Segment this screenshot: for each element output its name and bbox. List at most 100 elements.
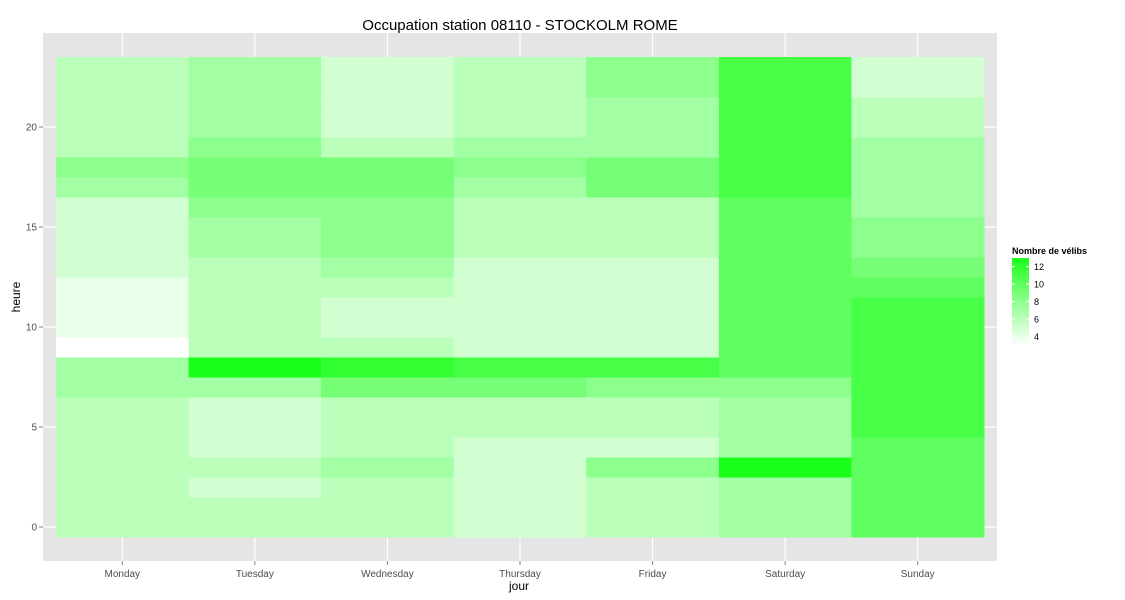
x-tick-label: Saturday [765,569,805,580]
heatmap-cell [851,357,985,378]
heatmap-cell [586,517,720,538]
heatmap-cell [56,117,190,138]
heatmap-cell [718,97,852,118]
heatmap-cell [586,57,720,78]
heatmap-cell [188,97,322,118]
heatmap-cell [56,177,190,198]
heatmap-cell [851,197,985,218]
heatmap-cell [321,237,455,258]
legend-ticks: 12 10 8 6 4 [1012,262,1044,342]
heatmap-cell [321,257,455,278]
heatmap-cell [321,397,455,418]
heatmap-cell [56,357,190,378]
heatmap-cell [718,517,852,538]
legend-tick-label: 6 [1034,314,1039,324]
y-tick-label: 20 [26,123,38,134]
heatmap-cell [718,217,852,238]
heatmap-cell [321,337,455,358]
heatmap-cell [188,257,322,278]
heatmap-cell [718,417,852,438]
heatmap-cell [851,317,985,338]
heatmap-cell [453,297,587,318]
heatmap-cell [586,437,720,458]
heatmap-cell [718,437,852,458]
heatmap-cell [586,477,720,498]
x-tick-label: Wednesday [361,569,414,580]
heatmap-cell [586,337,720,358]
heatmap-cell [718,277,852,298]
heatmap-cell [453,437,587,458]
heatmap-cell [718,157,852,178]
heatmap-cell [56,157,190,178]
heatmap-cell [453,137,587,158]
heatmap-cell [56,297,190,318]
x-tick-label: Thursday [499,569,541,580]
heatmap-cell [851,157,985,178]
heatmap-cell [586,177,720,198]
heatmap-cell [188,77,322,98]
x-tick-label: Friday [639,569,667,580]
heatmap-cell [188,357,322,378]
heatmap-cell [321,57,455,78]
heatmap-cell [56,197,190,218]
heatmap-cell [851,277,985,298]
heatmap-cell [586,277,720,298]
heatmap-cell [321,137,455,158]
heatmap-cell [453,357,587,378]
heatmap-cell [586,77,720,98]
legend-tick-label: 12 [1034,262,1044,272]
heatmap-cell [851,237,985,258]
heatmap-cell [321,197,455,218]
heatmap-cell [188,177,322,198]
legend-colorbar [1012,258,1029,345]
heatmap-cell [56,217,190,238]
heatmap-cell [56,137,190,158]
heatmap-cell [851,297,985,318]
heatmap-cell [586,497,720,518]
x-tick-label: Sunday [901,569,935,580]
heatmap-cell [586,397,720,418]
heatmap-cell [321,437,455,458]
heatmap-cell [453,197,587,218]
heatmap-cell [718,377,852,398]
heatmap-cell [321,457,455,478]
heatmap-cell [851,417,985,438]
heatmap-cell [586,377,720,398]
heatmap-cell [586,257,720,278]
heatmap-cell [718,317,852,338]
heatmap-cell [851,257,985,278]
x-tick-label: Monday [104,569,140,580]
heatmap-cell [851,137,985,158]
heatmap-cell [453,77,587,98]
x-axis-title: jour [508,579,529,593]
heatmap-cell [56,397,190,418]
heatmap-cell [321,317,455,338]
x-axis-ticks: Monday Tuesday Wednesday Thursday Friday Satu… [104,561,935,580]
heatmap-cell [321,417,455,438]
legend-tick-label: 10 [1034,280,1044,290]
heatmap-cell [453,417,587,438]
heatmap-cells [56,57,985,538]
heatmap-cell [851,477,985,498]
heatmap-cell [188,297,322,318]
heatmap-cell [188,277,322,298]
heatmap-cell [586,417,720,438]
heatmap-cell [56,237,190,258]
heatmap-cell [188,377,322,398]
heatmap-cell [453,397,587,418]
legend-tick-label: 8 [1034,297,1039,307]
heatmap-cell [453,477,587,498]
heatmap-cell [718,477,852,498]
heatmap-cell [321,77,455,98]
heatmap-cell [586,457,720,478]
heatmap-cell [453,517,587,538]
y-axis-title: heure [9,281,23,312]
heatmap-cell [453,217,587,238]
y-tick-label: 15 [26,223,38,234]
heatmap-cell [321,117,455,138]
heatmap-cell [321,497,455,518]
heatmap-cell [188,477,322,498]
heatmap-cell [586,137,720,158]
heatmap-cell [718,117,852,138]
